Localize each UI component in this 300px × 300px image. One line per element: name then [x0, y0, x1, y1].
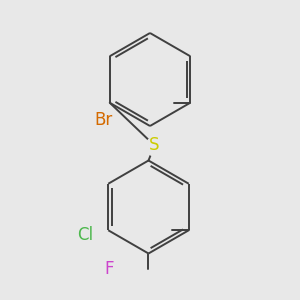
Text: S: S	[149, 136, 160, 154]
Text: Cl: Cl	[77, 226, 94, 244]
Text: F: F	[105, 260, 114, 278]
Text: Br: Br	[94, 111, 112, 129]
